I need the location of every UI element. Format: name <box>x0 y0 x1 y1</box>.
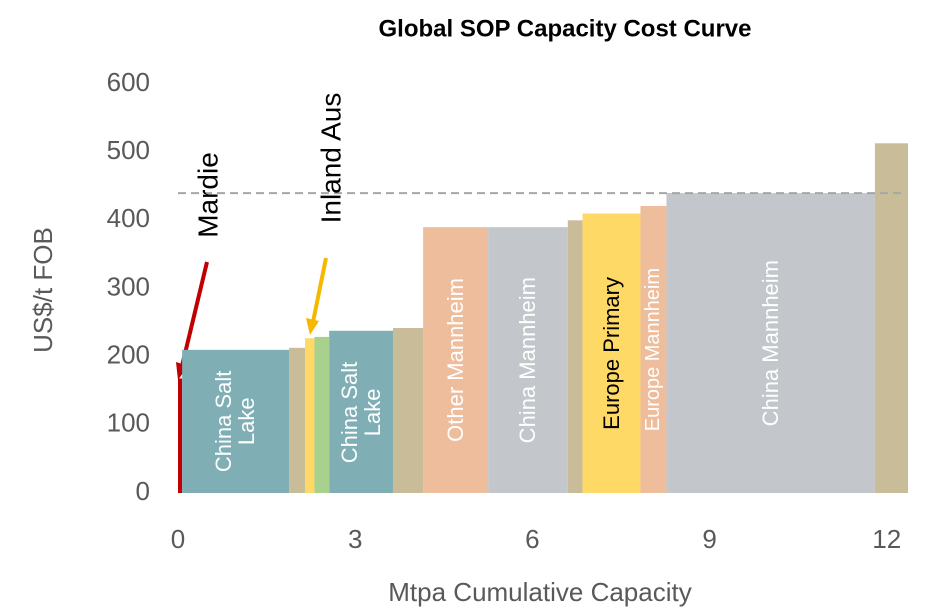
arrowhead <box>306 318 319 335</box>
x-tick-label: 6 <box>525 524 539 554</box>
bar-label: China Mannheim <box>758 259 784 427</box>
bar-label-box: Europe Primary <box>583 222 641 485</box>
bar <box>567 220 583 494</box>
bar-label: Europe Primary <box>598 276 624 430</box>
annotation: Inland Aus <box>315 93 346 224</box>
bar-label-box: Europe Mannheim <box>640 214 666 485</box>
y-tick-label: 200 <box>107 340 150 370</box>
y-tick-label: 600 <box>107 67 150 97</box>
bar-label: China Salt Lake <box>211 370 260 473</box>
x-tick-label: 3 <box>348 524 362 554</box>
x-tick-label: 9 <box>702 524 716 554</box>
bar-label-box: China Salt Lake <box>182 358 289 485</box>
bar <box>423 227 489 493</box>
bar <box>488 227 568 493</box>
bar <box>314 336 330 493</box>
bar <box>304 338 315 493</box>
bar <box>666 193 875 494</box>
bar <box>874 143 908 493</box>
bar <box>329 330 393 493</box>
bar <box>392 328 424 493</box>
chart-title: Global SOP Capacity Cost Curve <box>379 15 752 42</box>
bar-label-box: China Mannheim <box>666 201 874 485</box>
bar-label: China Mannheim <box>515 276 541 444</box>
bar <box>640 206 667 494</box>
y-axis-label: US$/t FOB <box>28 227 58 353</box>
y-tick-label: 500 <box>107 135 150 165</box>
bar-label: Other Mannheim <box>443 278 469 442</box>
bar-label: China Salt Lake <box>336 361 386 463</box>
bar-label: Europe Mannheim <box>641 267 664 432</box>
y-tick-label: 400 <box>107 203 150 233</box>
arrow <box>311 257 328 323</box>
y-tick-label: 0 <box>136 476 150 506</box>
y-tick-label: 100 <box>107 408 150 438</box>
annotation: Mardie <box>192 152 223 238</box>
x-tick-label: 0 <box>171 524 185 554</box>
arrow <box>180 261 209 367</box>
bar <box>582 213 641 493</box>
bar-label-box: China Salt Lake <box>329 339 393 485</box>
x-tick-label: 12 <box>872 524 901 554</box>
bar <box>289 347 305 493</box>
x-axis-label: Mtpa Cumulative Capacity <box>388 577 691 607</box>
bar <box>182 349 290 493</box>
bar-label-box: China Mannheim <box>488 235 568 485</box>
y-tick-label: 300 <box>107 271 150 301</box>
bar-label-box: Other Mannheim <box>423 235 488 485</box>
bar <box>178 378 183 493</box>
